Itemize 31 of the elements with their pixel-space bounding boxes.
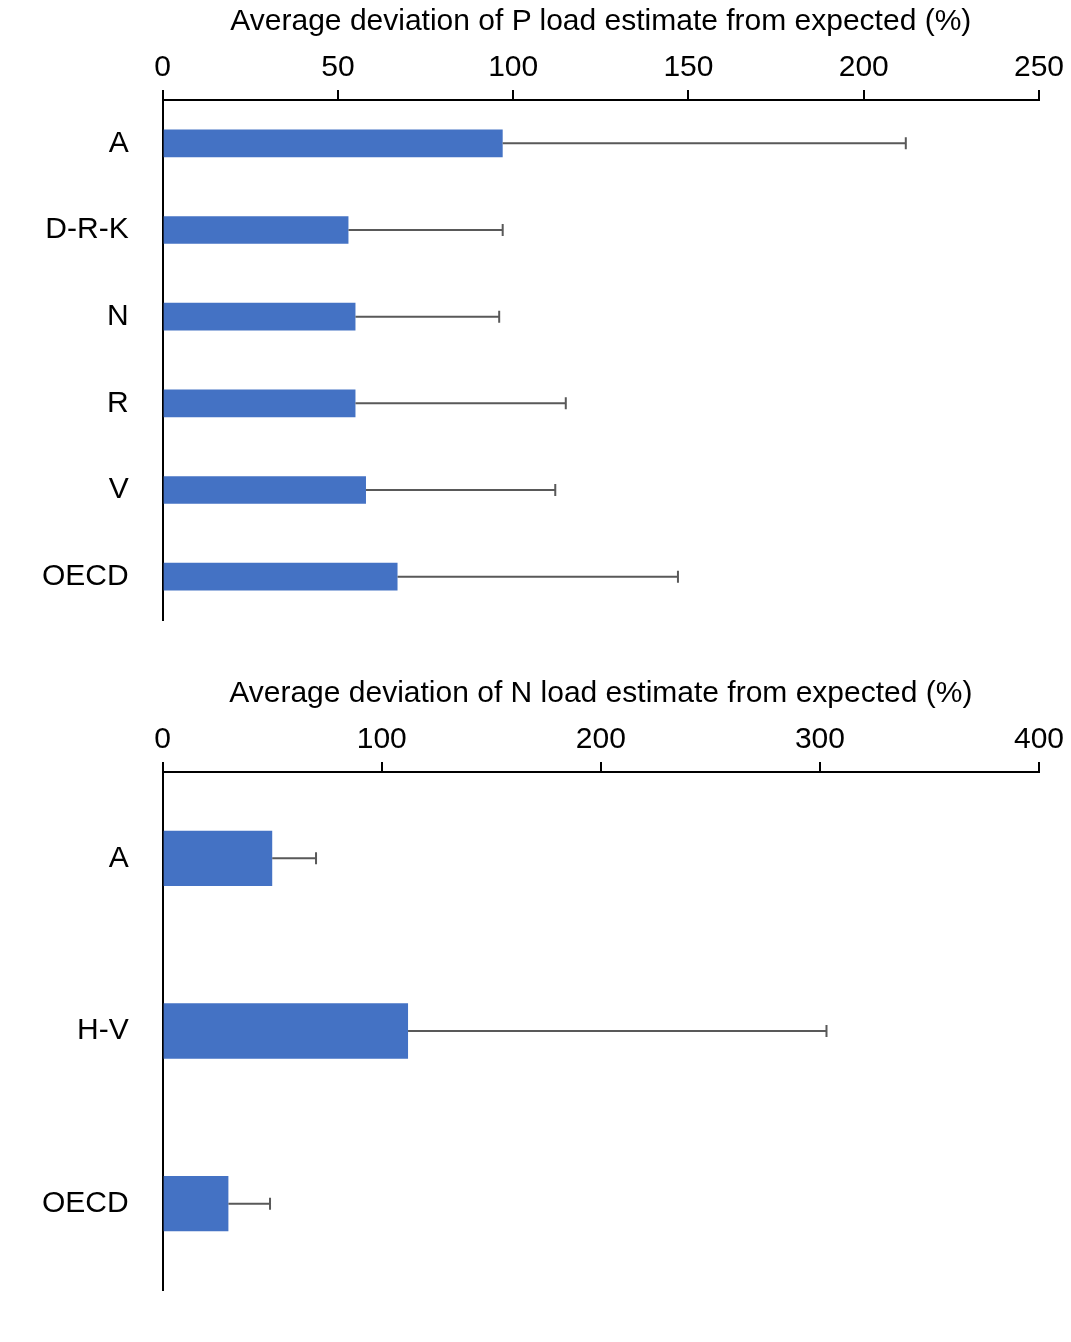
bar: [163, 302, 356, 331]
x-tick-label: 150: [663, 49, 714, 83]
bar: [163, 389, 356, 418]
x-tick-label: 100: [356, 721, 407, 755]
x-tick-label: 200: [575, 721, 626, 755]
y-tick-label: H-V: [77, 1012, 129, 1046]
bar: [163, 129, 503, 158]
y-tick-label: A: [108, 124, 129, 158]
x-tick-label: 300: [794, 721, 845, 755]
bar: [163, 1003, 409, 1059]
bar: [163, 216, 349, 244]
x-tick-label: 0: [154, 49, 172, 83]
x-tick-label: 250: [1013, 49, 1065, 83]
x-axis-title: Average deviation of N load estimate from expected (%): [229, 675, 973, 709]
bar: [163, 830, 273, 886]
x-tick-label: 100: [488, 49, 539, 83]
bar: [163, 1176, 229, 1232]
y-tick-label: D-R-K: [45, 211, 129, 245]
x-tick-label: 0: [154, 721, 172, 755]
x-tick-label: 200: [838, 49, 889, 83]
y-tick-label: OECD: [41, 557, 129, 591]
y-tick-label: OECD: [41, 1184, 129, 1218]
bar: [163, 476, 366, 504]
y-tick-label: N: [107, 297, 129, 331]
x-tick-label: 50: [321, 49, 355, 83]
y-tick-label: R: [107, 384, 129, 418]
bar: [163, 562, 398, 591]
x-tick-label: 400: [1013, 721, 1065, 755]
x-axis-title: Average deviation of P load estimate from expected (%): [230, 3, 972, 37]
y-tick-label: V: [108, 471, 129, 505]
y-tick-label: A: [108, 839, 129, 873]
